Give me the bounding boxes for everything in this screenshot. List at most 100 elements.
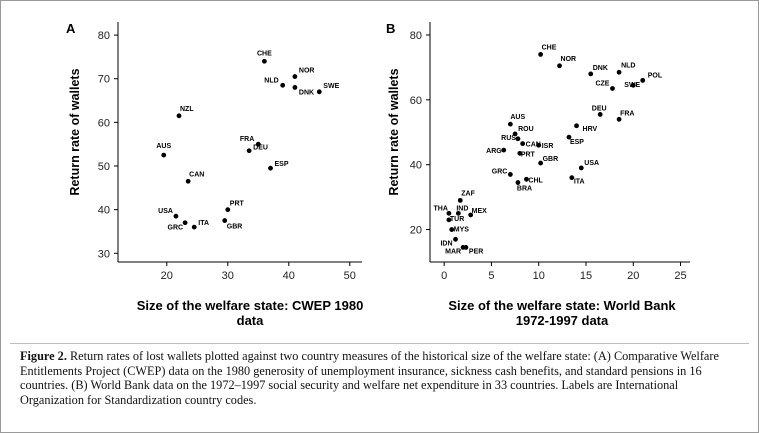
panel-b-y-tick-label: 40 [410,160,422,172]
panel-b-point-label-grc: GRC [492,168,508,175]
panel-a-y-tick-label: 60 [98,117,110,129]
panel-b-point-chl [524,176,529,182]
panel-b-point-rus [515,136,521,142]
panel-a-point-label-nor: NOR [299,68,315,75]
panel-b-point-dnk [588,71,594,77]
panel-a-point-label-aus: AUS [156,143,171,150]
panel-b-point-label-aus: AUS [510,114,525,121]
panel-b-point-label-tha: THA [434,205,448,212]
panel-b-point-label-bra: BRA [517,186,532,193]
panel-a-point-fra [255,141,261,147]
panel-a-point-label-ita: ITA [198,220,209,227]
panel-b-letter: B [386,21,395,36]
panel-b-point-label-swe: SWE [624,82,640,89]
panel-a-point-aus [161,152,167,158]
panel-b-point-label-isr: ISR [542,143,554,150]
panel-b-point-label-zaf: ZAF [461,190,475,197]
panel-a-point-can [185,178,191,184]
panel-b-point-label-mex: MEX [472,208,488,215]
panel-a-point-nor [292,74,298,79]
panel-a-point-label-fra: FRA [240,136,254,143]
caption-divider [10,343,749,344]
caption-label: Figure 2. [20,349,67,363]
panel-b-point-swe [630,82,636,88]
panel-b-point-label-rus: RUS [501,135,516,142]
panel-b-point-tur [446,217,452,223]
panel-b-point-label-usa: USA [584,160,599,167]
panel-a-x-tick-label: 40 [283,270,295,282]
panel-b-point-mys [449,227,455,232]
panel-b-y-tick-label: 20 [410,225,422,237]
panel-b-point-rou [512,131,518,137]
panel-b-point-label-arg: ARG [486,148,502,155]
panel-b-point-gbr [538,160,544,166]
panel-a-point-label-prt: PRT [230,201,245,208]
panel-b-point-ita [569,175,575,181]
panel-a-y-tick-label: 40 [98,205,110,217]
panel-a-y-tick-label: 30 [98,248,110,260]
panel-b-point-label-nld: NLD [621,62,635,69]
panel-b-point-nld [616,69,622,75]
panel-a-point-deu [246,148,252,154]
panel-b-point-label-cze: CZE [595,80,609,87]
panel-a-point-label-usa: USA [158,208,173,215]
panel-a-point-ita [191,224,197,230]
panel-a-point-usa [173,213,179,219]
panel-b-point-pol [640,77,646,83]
panel-a-letter: A [66,21,76,36]
panel-a-x-axis-label: Size of the welfare state: CWEP 1980 dat… [136,298,364,328]
panel-a-chart: A 20 30 40 50 30 40 50 60 70 80 Return rate of wall… [66,21,362,282]
panel-a-point-label-nzl: NZL [180,106,194,113]
panel-b-point-label-dnk: DNK [593,65,608,72]
panel-b-x-tick-label: 20 [627,270,639,282]
panel-a-point-label-che: CHE [257,50,272,57]
panel-a-point-esp [268,165,273,171]
panel-a-point-label-dnk: DNK [299,89,314,96]
panel-b-point-usa [578,165,584,171]
panel-b-point-label-fra: FRA [620,110,634,117]
panel-a-point-dnk [292,85,298,90]
panel-a-y-axis-label: Return rate of wallets [68,68,82,195]
panel-b-y-tick-label: 80 [410,30,422,42]
panel-b-point-aus [507,121,513,127]
panel-b-point-label-mys: MYS [454,227,470,234]
panel-b-point-label-gbr: GBR [543,156,559,163]
panel-b-point-ind [455,210,461,216]
panel-a-point-label-esp: ESP [275,161,289,168]
panel-b-point-label-rou: ROU [518,126,534,133]
panel-b-point-fra [616,116,622,122]
panel-b-point-grc [507,172,513,177]
panel-b-x-tick-label: 15 [580,270,592,282]
panel-b-point-label-per: PER [469,248,483,255]
panel-b-point-label-prt: PRT [521,151,536,158]
panel-b-point-tha [446,210,452,216]
panel-b-x-axis-label: Size of the welfare state: World Bank 19… [448,298,676,328]
panel-a-point-grc [182,220,188,226]
panel-a-point-gbr [222,218,228,223]
panel-a-x-tick-label: 30 [222,270,234,282]
panel-a-point-che [262,58,267,64]
panel-a-point-label-can: CAN [189,171,204,178]
panel-b-point-idn [453,236,458,242]
panel-b-point-mex [468,212,474,218]
panel-b-point-label-pol: POL [648,72,663,79]
panel-b-point-can [520,141,526,147]
panel-b-x-tick-label: 25 [674,270,686,282]
panel-b-point-label-idn: IDN [440,240,452,247]
panel-a-point-nzl [176,113,182,119]
panel-a-point-label-swe: SWE [323,83,339,90]
panel-b-point-cze [610,86,615,91]
panel-b-point-prt [517,150,523,156]
panel-a-y-tick-label: 50 [98,161,110,173]
panel-b-point-arg [501,147,507,153]
panel-b-point-label-ita: ITA [574,179,585,186]
panel-a-y-tick-label: 80 [98,30,110,42]
panel-b-point-bra [515,180,521,185]
panel-b-x-tick-label: 10 [533,270,545,282]
panel-b-point-nor [557,63,562,69]
panel-b-point-label-ind: IND [456,205,468,212]
panel-a-y-tick-label: 70 [98,74,110,86]
panel-b-point-per [463,245,469,250]
panel-a-point-nld [280,82,286,88]
